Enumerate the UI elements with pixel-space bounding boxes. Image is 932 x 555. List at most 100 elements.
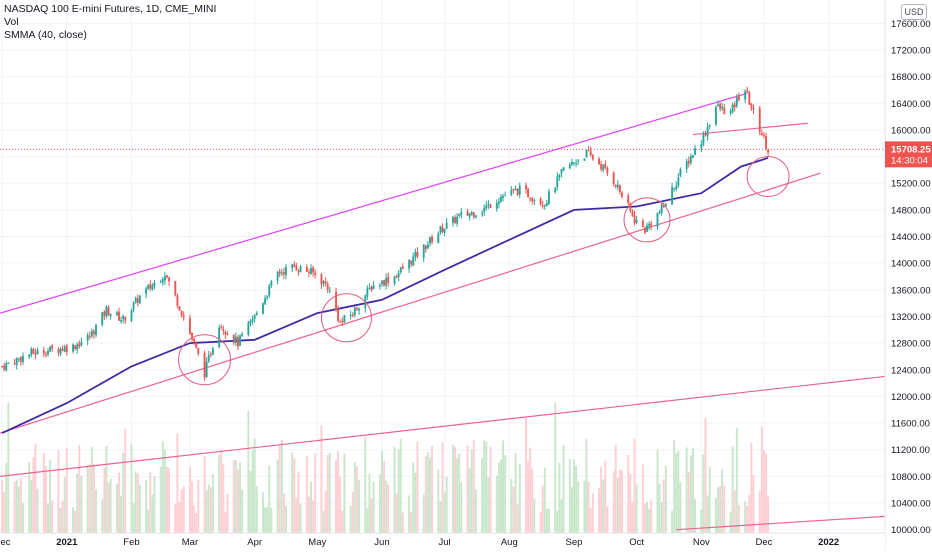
candle-body	[189, 318, 191, 334]
candle-body	[285, 267, 287, 276]
trendlines[interactable]	[0, 92, 886, 531]
highlight-circle	[746, 156, 790, 198]
volume-bar	[504, 455, 507, 533]
candle-body	[226, 334, 229, 336]
candle-body	[401, 266, 404, 269]
currency-button[interactable]: USD	[901, 4, 927, 20]
candle-body	[560, 169, 563, 174]
volume-bar	[602, 479, 605, 533]
candle-body	[109, 313, 112, 317]
candle-body	[429, 237, 431, 244]
candle-body	[159, 281, 162, 283]
volume-bar	[500, 459, 502, 533]
volume-bar	[635, 484, 638, 533]
candle-body	[310, 268, 312, 275]
candle-body	[239, 335, 241, 346]
volume-bar	[103, 468, 106, 533]
price-axis[interactable]: 10000.00 10400.00 10800.00 11200.00 11600.00…	[884, 0, 932, 550]
candle-body	[118, 311, 120, 321]
volume-bar	[191, 481, 193, 533]
volume-bar	[61, 500, 64, 533]
volume-bar	[3, 491, 6, 533]
volume-bar	[729, 511, 732, 533]
price-tick-label: 17200.00	[891, 45, 931, 56]
last-price-label: 15708.25	[891, 144, 931, 155]
volume-bar	[466, 446, 469, 533]
volume-bar	[708, 467, 711, 533]
volume-bar	[750, 442, 753, 533]
volume-bar	[744, 500, 747, 533]
volume-bar	[147, 509, 150, 533]
volume-bar	[631, 501, 634, 533]
volume-bar	[762, 450, 765, 533]
volume-bar	[604, 460, 607, 533]
legend-smma: SMMA (40, close)	[4, 29, 87, 41]
candle-body	[335, 291, 337, 311]
volume-bar	[514, 453, 517, 533]
volume-bar	[577, 481, 580, 533]
volume-bar	[282, 493, 285, 533]
volume-bar	[483, 440, 486, 533]
candle-body	[153, 282, 156, 287]
candle-body	[587, 150, 590, 152]
candle-body	[635, 220, 638, 223]
volume-bar	[92, 463, 95, 533]
volume-bar	[293, 458, 296, 533]
candle-body	[687, 160, 690, 164]
candle-body	[541, 205, 544, 207]
volume-bar	[378, 474, 381, 533]
candle-body	[468, 213, 471, 217]
candle-body	[514, 189, 517, 191]
candle-body	[15, 358, 18, 365]
candle-body	[222, 329, 225, 331]
volume-bar	[307, 496, 310, 533]
volume-bar	[591, 493, 594, 533]
volume-bar	[583, 480, 586, 533]
volume-bar	[385, 480, 388, 533]
volume-bar	[353, 462, 356, 533]
volume-bar	[541, 485, 544, 533]
volume-bar	[312, 500, 315, 533]
volume-bar	[72, 507, 74, 533]
countdown-label: 14:30:04	[891, 155, 928, 166]
candle-body	[627, 195, 630, 204]
volume-bar	[539, 512, 542, 533]
candle-body	[224, 331, 227, 335]
candle-body	[675, 185, 678, 190]
volume-bar	[310, 481, 312, 533]
candle-body	[650, 223, 653, 226]
candle-body	[161, 279, 164, 283]
volume-bar	[468, 468, 471, 533]
volume-bar	[249, 471, 252, 533]
volume-bar	[487, 477, 490, 533]
price-tick-label: 12000.00	[891, 392, 931, 403]
candle-body	[422, 244, 425, 258]
candle-body	[414, 252, 417, 258]
annotation-circles[interactable]	[178, 156, 790, 386]
price-tick-label: 13600.00	[891, 285, 931, 296]
volume-bar	[502, 440, 504, 533]
volume-bar	[370, 498, 373, 533]
volume-bar	[107, 482, 110, 533]
candle-body	[518, 185, 521, 195]
candle-body	[17, 358, 20, 360]
candle-body	[673, 188, 676, 190]
volume-bar	[570, 487, 573, 533]
price-tick-label: 16400.00	[891, 99, 931, 110]
candle-body	[504, 195, 507, 197]
volume-bar	[80, 475, 83, 533]
candle-body	[19, 357, 22, 362]
volume-bar	[383, 461, 385, 533]
volume-bar	[63, 477, 66, 533]
candle-body	[685, 161, 688, 169]
volume-bar	[237, 469, 239, 533]
candle-body	[36, 349, 39, 355]
candle-body	[602, 165, 605, 171]
volume-bar	[226, 493, 229, 533]
candle-body	[74, 345, 77, 350]
candle-body	[689, 156, 692, 163]
time-axis[interactable]: Dec 2021 Feb Mar Apr May Jun Jul Aug Sep Oct Nov Dec…	[0, 532, 885, 550]
volume-bar	[278, 445, 281, 533]
